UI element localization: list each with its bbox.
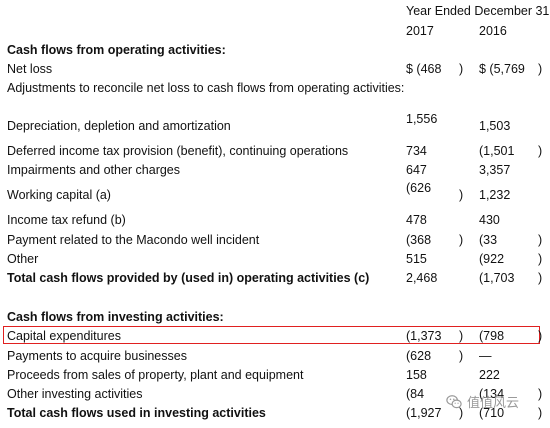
value-2016: — <box>479 349 492 363</box>
paren-2017: ) <box>459 62 464 76</box>
value-2016: 1,503 <box>479 119 511 133</box>
paren-2016: ) <box>538 233 543 247</box>
value-2017: 158 <box>406 368 427 382</box>
value-2017: (1,373 <box>406 329 442 343</box>
row-label: Payment related to the Macondo well inci… <box>7 233 260 247</box>
value-2017: 2,468 <box>406 271 438 285</box>
adjustments-label: Adjustments to reconcile net loss to cas… <box>7 81 405 95</box>
value-2016: (1,501 <box>479 144 515 158</box>
watermark-text: 值值风云 <box>467 395 520 410</box>
value-2017: (368 <box>406 233 432 247</box>
value-2017: (626 <box>406 181 432 195</box>
value-2016: 1,232 <box>479 188 511 202</box>
value-2017: 1,556 <box>406 112 438 126</box>
paren-2016: ) <box>538 406 543 420</box>
paren-2016: ) <box>538 387 543 401</box>
value-2017: (84 <box>406 387 425 401</box>
value-2017: $ (468 <box>406 62 442 76</box>
highlight-box <box>3 326 540 344</box>
value-2017: (628 <box>406 349 432 363</box>
paren-2017: ) <box>459 329 464 343</box>
row-label: Proceeds from sales of property, plant a… <box>7 368 304 382</box>
period-header: Year Ended December 31 <box>406 4 550 18</box>
row-label: Impairments and other charges <box>7 163 181 177</box>
paren-2017: ) <box>459 188 464 202</box>
paren-2016: ) <box>538 62 543 76</box>
value-2016: (134 <box>479 387 505 401</box>
row-label: Income tax refund (b) <box>7 213 126 227</box>
row-label: Other <box>7 252 39 266</box>
value-2016: (798 <box>479 329 505 343</box>
row-label: Other investing activities <box>7 387 143 401</box>
paren-2016: ) <box>538 271 543 285</box>
paren-2016: ) <box>538 144 543 158</box>
paren-2016: ) <box>538 252 543 266</box>
value-2016: (1,703 <box>479 271 515 285</box>
watermark: 值值风云 <box>445 392 519 411</box>
value-2016: (33 <box>479 233 498 247</box>
paren-2017: ) <box>459 233 464 247</box>
value-2016: 222 <box>479 368 500 382</box>
value-2016: (922 <box>479 252 505 266</box>
value-2017: (1,927 <box>406 406 442 420</box>
value-2017: 515 <box>406 252 427 266</box>
value-2016: $ (5,769 <box>479 62 525 76</box>
investing-section-title: Cash flows from investing activities: <box>7 310 224 324</box>
value-2016: 430 <box>479 213 500 227</box>
column-2017-header: 2017 <box>406 24 434 38</box>
value-2017: 734 <box>406 144 427 158</box>
value-2017: 478 <box>406 213 427 227</box>
column-2016-header: 2016 <box>479 24 507 38</box>
value-2017: 647 <box>406 163 427 177</box>
paren-2017: ) <box>459 349 464 363</box>
wechat-icon <box>446 394 462 408</box>
row-label: Depreciation, depletion and amortization <box>7 119 231 133</box>
row-label: Deferred income tax provision (benefit),… <box>7 144 349 158</box>
row-label: Total cash flows provided by (used in) o… <box>7 271 370 285</box>
paren-2016: ) <box>538 329 543 343</box>
row-label: Working capital (a) <box>7 188 111 202</box>
row-label: Capital expenditures <box>7 329 121 343</box>
row-label: Total cash flows used in investing activ… <box>7 406 266 420</box>
value-2016: (710 <box>479 406 505 420</box>
row-label: Payments to acquire businesses <box>7 349 187 363</box>
paren-2017: ) <box>459 406 464 420</box>
row-label: Net loss <box>7 62 53 76</box>
operating-section-title: Cash flows from operating activities: <box>7 43 226 57</box>
value-2016: 3,357 <box>479 163 511 177</box>
